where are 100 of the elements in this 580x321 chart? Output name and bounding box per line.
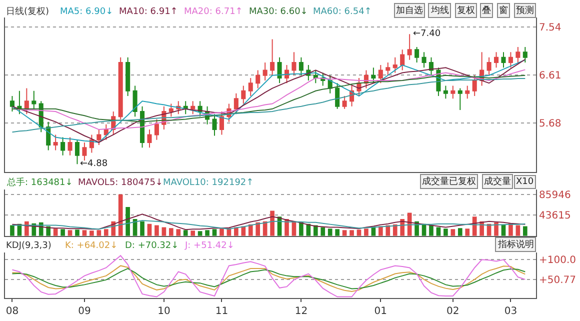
text: MA30: 6.60↓ xyxy=(249,7,308,17)
line-series xyxy=(12,214,526,230)
annotation: ←7.40 xyxy=(413,29,441,39)
candlestick xyxy=(118,56,123,120)
bar xyxy=(378,226,383,236)
candlestick xyxy=(386,62,390,76)
bar xyxy=(364,228,368,236)
series-label: D: +70.32↓ xyxy=(125,241,179,251)
text: MAVOL10: 192192↑ xyxy=(163,178,254,188)
text: MA60: 6.54↑ xyxy=(313,7,372,17)
bar xyxy=(335,229,340,236)
x-tick-label: 11 xyxy=(215,306,228,317)
candlestick xyxy=(392,56,398,74)
bar xyxy=(90,230,94,236)
bar xyxy=(118,194,123,236)
candlestick xyxy=(53,134,58,151)
candlestick xyxy=(74,139,80,165)
legend-title: KDJ(9,3,3) xyxy=(6,241,52,251)
candlestick xyxy=(494,52,499,68)
candlestick xyxy=(486,56,492,76)
candlestick xyxy=(248,77,253,97)
candlestick xyxy=(17,90,22,115)
bar xyxy=(299,222,304,236)
bar xyxy=(75,230,80,236)
text: X10 xyxy=(516,177,534,187)
line-series xyxy=(12,255,526,298)
candlestick xyxy=(126,56,130,97)
text: MA5: 6.90↓ xyxy=(60,7,114,17)
candlestick xyxy=(256,70,260,89)
candlestick xyxy=(96,129,102,146)
candlestick xyxy=(458,88,462,110)
candlestick xyxy=(342,96,347,110)
bar xyxy=(60,229,65,236)
y-tick-label: +50.77 xyxy=(539,275,576,286)
x-tick-label: 10 xyxy=(158,306,170,317)
text: 成交量已复权 xyxy=(422,176,476,187)
candlestick xyxy=(154,118,159,140)
candlestick xyxy=(277,56,282,84)
bar xyxy=(429,225,434,236)
candlestick xyxy=(147,129,152,148)
bar xyxy=(465,228,470,236)
y-tick-label: 5.68 xyxy=(539,118,562,130)
candlestick xyxy=(241,85,246,104)
legend-title: 日线(复权) xyxy=(6,6,50,17)
x-tick-label: 08 xyxy=(6,306,19,317)
bar xyxy=(176,229,181,236)
line-series xyxy=(12,74,526,122)
x-tick-label: 01 xyxy=(374,306,388,317)
bar xyxy=(444,228,448,236)
candlestick xyxy=(24,88,29,115)
y-tick-label: +100.0 xyxy=(539,255,576,266)
line-series xyxy=(12,78,526,133)
candlestick xyxy=(89,134,94,154)
bar xyxy=(154,225,159,236)
bar xyxy=(183,230,188,236)
text: 窗 xyxy=(499,5,508,16)
bar xyxy=(458,228,462,236)
candlestick xyxy=(68,136,72,156)
x-tick-label: 03 xyxy=(504,306,518,317)
candlestick xyxy=(371,67,376,84)
bar xyxy=(162,227,166,236)
candlestick xyxy=(219,110,224,136)
bar xyxy=(256,222,260,236)
x-tick-label: 12 xyxy=(294,306,308,317)
text: MAVOL5: 180475↓ xyxy=(78,178,163,188)
candlestick xyxy=(262,62,268,82)
bar xyxy=(190,230,195,236)
candlestick xyxy=(443,85,448,100)
candlestick xyxy=(212,114,217,136)
text: 指标说明 xyxy=(497,239,534,250)
text: 成交量 xyxy=(484,176,511,187)
text: 复权 xyxy=(457,5,475,16)
candlestick xyxy=(522,46,528,63)
bar xyxy=(46,226,51,236)
candlestick xyxy=(407,34,412,60)
series-label: J: +51.42↓ xyxy=(184,241,234,251)
candlestick xyxy=(183,100,188,115)
text: MA10: 6.91↑ xyxy=(119,7,178,17)
candlestick xyxy=(190,100,196,115)
candlestick xyxy=(10,96,14,112)
candlestick xyxy=(284,64,290,84)
series-label: K: +64.02↓ xyxy=(65,241,118,251)
candlestick xyxy=(400,49,405,71)
x-tick-label: 02 xyxy=(446,306,460,317)
annotation: ←4.88 xyxy=(80,159,108,169)
candlestick xyxy=(501,52,506,68)
candlestick xyxy=(378,64,383,84)
y-tick-label: 43615 xyxy=(539,210,571,222)
candlestick xyxy=(270,38,275,76)
candlestick xyxy=(516,46,520,63)
candlestick xyxy=(298,56,304,76)
bar xyxy=(104,229,108,236)
candlestick xyxy=(292,52,296,76)
candlestick xyxy=(132,85,138,118)
bar xyxy=(205,230,210,236)
y-tick-label: 6.61 xyxy=(539,70,562,82)
text: 加自选 xyxy=(396,5,423,16)
line-series xyxy=(12,220,526,230)
candlestick xyxy=(508,52,513,68)
legend-title: 总手: 163481↓ xyxy=(6,177,73,188)
